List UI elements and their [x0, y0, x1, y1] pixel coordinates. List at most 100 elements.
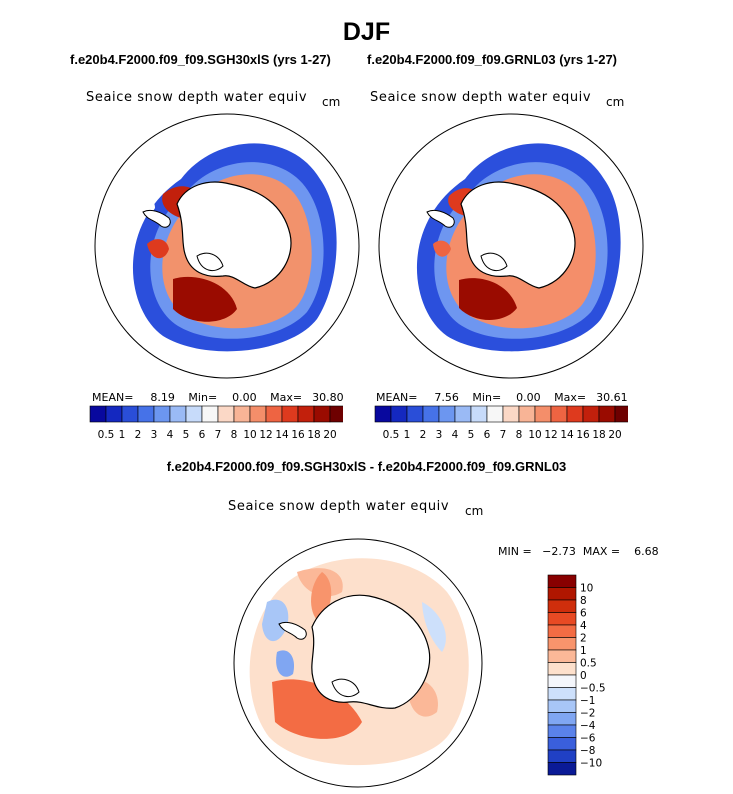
right-colorbar-swatch-1: [390, 405, 408, 423]
diff-colorbar-tick-label: 0: [580, 670, 587, 682]
left-west-high: [147, 239, 169, 259]
right-colorbar-swatch-3: [422, 405, 440, 423]
left-colorbar-tick-label: 8: [231, 429, 238, 441]
left-colorbar-swatch-8: [217, 405, 235, 423]
left-colorbar-tick-label: 16: [291, 429, 305, 441]
right-mean-label: MEAN=: [376, 391, 418, 404]
diff-colorbar-swatch-11: [547, 712, 577, 726]
right-ross-iceshelf: [480, 252, 508, 272]
diff-colorbar-tick-label: 8: [580, 595, 587, 607]
left-colorbar-tick-label: 6: [199, 429, 206, 441]
right-max-label: Max=: [554, 391, 587, 404]
right-max-value: 30.61: [596, 391, 628, 404]
right-stats: MEAN= 7.56 Min= 0.00 Max= 30.61: [376, 391, 628, 404]
right-colorbar-tick-label: 2: [420, 429, 427, 441]
right-colorbar-swatch-4: [438, 405, 456, 423]
left-max-value: 30.80: [312, 391, 344, 404]
left-mean-value: 8.19: [150, 391, 175, 404]
right-map-boundary: [378, 113, 644, 379]
diff-ross-positive: [272, 679, 362, 739]
diff-colorbar-swatch-4: [547, 624, 577, 638]
right-case-title: f.e20b4.F2000.f09_f09.GRNL03 (yrs 1-27): [367, 52, 618, 67]
right-colorbar-tick-label: 0.5: [383, 429, 400, 441]
left-ross-iceshelf: [196, 252, 224, 272]
diff-colorbar-tick-label: 1: [580, 645, 587, 657]
diff-colorbar-swatch-5: [547, 637, 577, 651]
left-colorbar-tick-label: 12: [259, 429, 272, 441]
diff-colorbar-swatch-12: [547, 724, 577, 738]
right-colorbar-tick-label: 20: [608, 429, 621, 441]
diff-colorbar-swatch-10: [547, 699, 577, 713]
right-mean-value: 7.56: [434, 391, 459, 404]
right-colorbar-swatch-2: [406, 405, 424, 423]
left-colorbar-swatch-0: [89, 405, 107, 423]
diff-peninsula-west-negative: [262, 599, 289, 642]
diff-colorbar-swatch-9: [547, 687, 577, 701]
right-min-value: 0.00: [516, 391, 541, 404]
right-polar-map: [378, 113, 644, 379]
left-peninsula-land: [142, 209, 171, 228]
diff-colorbar-tick-label: −0.5: [580, 683, 606, 695]
left-colorbar-tick-label: 7: [215, 429, 222, 441]
right-colorbar-swatch-8: [502, 405, 520, 423]
left-stats: MEAN= 8.19 Min= 0.00 Max= 30.80: [92, 391, 344, 404]
diff-title: f.e20b4.F2000.f09_f09.SGH30xlS - f.e20b4…: [166, 459, 567, 474]
left-colorbar-tick-label: 1: [119, 429, 126, 441]
right-colorbar-tick-label: 3: [436, 429, 443, 441]
left-colorbar-tick-label: 3: [151, 429, 158, 441]
right-colorbar-swatch-15: [614, 405, 628, 423]
right-variable-title: Seaice snow depth water equiv: [370, 90, 592, 105]
diff-colorbar-swatch-2: [547, 599, 577, 613]
left-colorbar-swatch-7: [201, 405, 219, 423]
left-colorbar-tick-label: 0.5: [98, 429, 115, 441]
diff-colorbar-tick-label: −2: [580, 708, 595, 720]
left-colorbar: 0.5 1 2 3 4 5 6 7 8 10 12 14 16 18 20: [89, 405, 343, 441]
right-colorbar-swatch-7: [486, 405, 504, 423]
right-colorbar-tick-label: 1: [404, 429, 411, 441]
right-colorbar-swatch-9: [518, 405, 536, 423]
left-min-value: 0.00: [232, 391, 257, 404]
diff-colorbar-swatch-6: [547, 649, 577, 663]
diff-colorbar-swatch-7: [547, 662, 577, 676]
diff-peninsula-land: [278, 621, 307, 640]
diff-colorbar-tick-label: −10: [580, 758, 602, 770]
left-case-title: f.e20b4.F2000.f09_f09.SGH30xlS (yrs 1-27…: [70, 52, 331, 67]
left-colorbar-swatch-3: [137, 405, 155, 423]
right-ross-high: [459, 278, 517, 320]
diff-colorbar-tick-label: 2: [580, 633, 587, 645]
left-colorbar-swatch-9: [233, 405, 251, 423]
left-colorbar-swatch-13: [297, 405, 315, 423]
diff-colorbar-tick-label: −8: [580, 745, 595, 757]
season-title: DJF: [342, 18, 391, 46]
right-colorbar-tick-label: 16: [576, 429, 590, 441]
right-colorbar-swatch-12: [566, 405, 584, 423]
diff-map-boundary: [233, 538, 483, 788]
left-colorbar-tick-label: 14: [275, 429, 289, 441]
diff-colorbar-tick-label: −1: [580, 695, 595, 707]
right-colorbar-tick-label: 12: [544, 429, 557, 441]
diff-colorbar-swatch-3: [547, 612, 577, 626]
right-colorbar-swatch-6: [470, 405, 488, 423]
left-map-boundary: [94, 113, 360, 379]
left-colorbar-swatch-4: [153, 405, 171, 423]
right-min-label: Min=: [472, 391, 502, 404]
diff-variable-title: Seaice snow depth water equiv: [228, 499, 450, 514]
left-colorbar-swatch-15: [329, 405, 343, 423]
diff-colorbar-tick-label: 6: [580, 608, 587, 620]
left-colorbar-swatch-10: [249, 405, 267, 423]
diff-colorbar-tick-label: −4: [580, 720, 596, 732]
diff-colorbar-swatch-8: [547, 674, 577, 688]
diff-colorbar-tick-label: 0.5: [580, 658, 597, 670]
left-colorbar-swatch-14: [313, 405, 331, 423]
left-min-label: Min=: [188, 391, 218, 404]
left-colorbar-swatch-11: [265, 405, 283, 423]
diff-minmax: MIN = −2.73 MAX = 6.68: [498, 545, 659, 558]
left-colorbar-tick-label: 20: [323, 429, 336, 441]
left-polar-map: [94, 113, 360, 379]
left-ice-gap: [143, 200, 155, 213]
right-colorbar: 0.5 1 2 3 4 5 6 7 8 10 12 14 16 18 20: [374, 405, 628, 441]
left-max-label: Max=: [270, 391, 303, 404]
diff-colorbar-swatch-14: [547, 749, 577, 763]
diff-units: cm: [465, 504, 484, 518]
